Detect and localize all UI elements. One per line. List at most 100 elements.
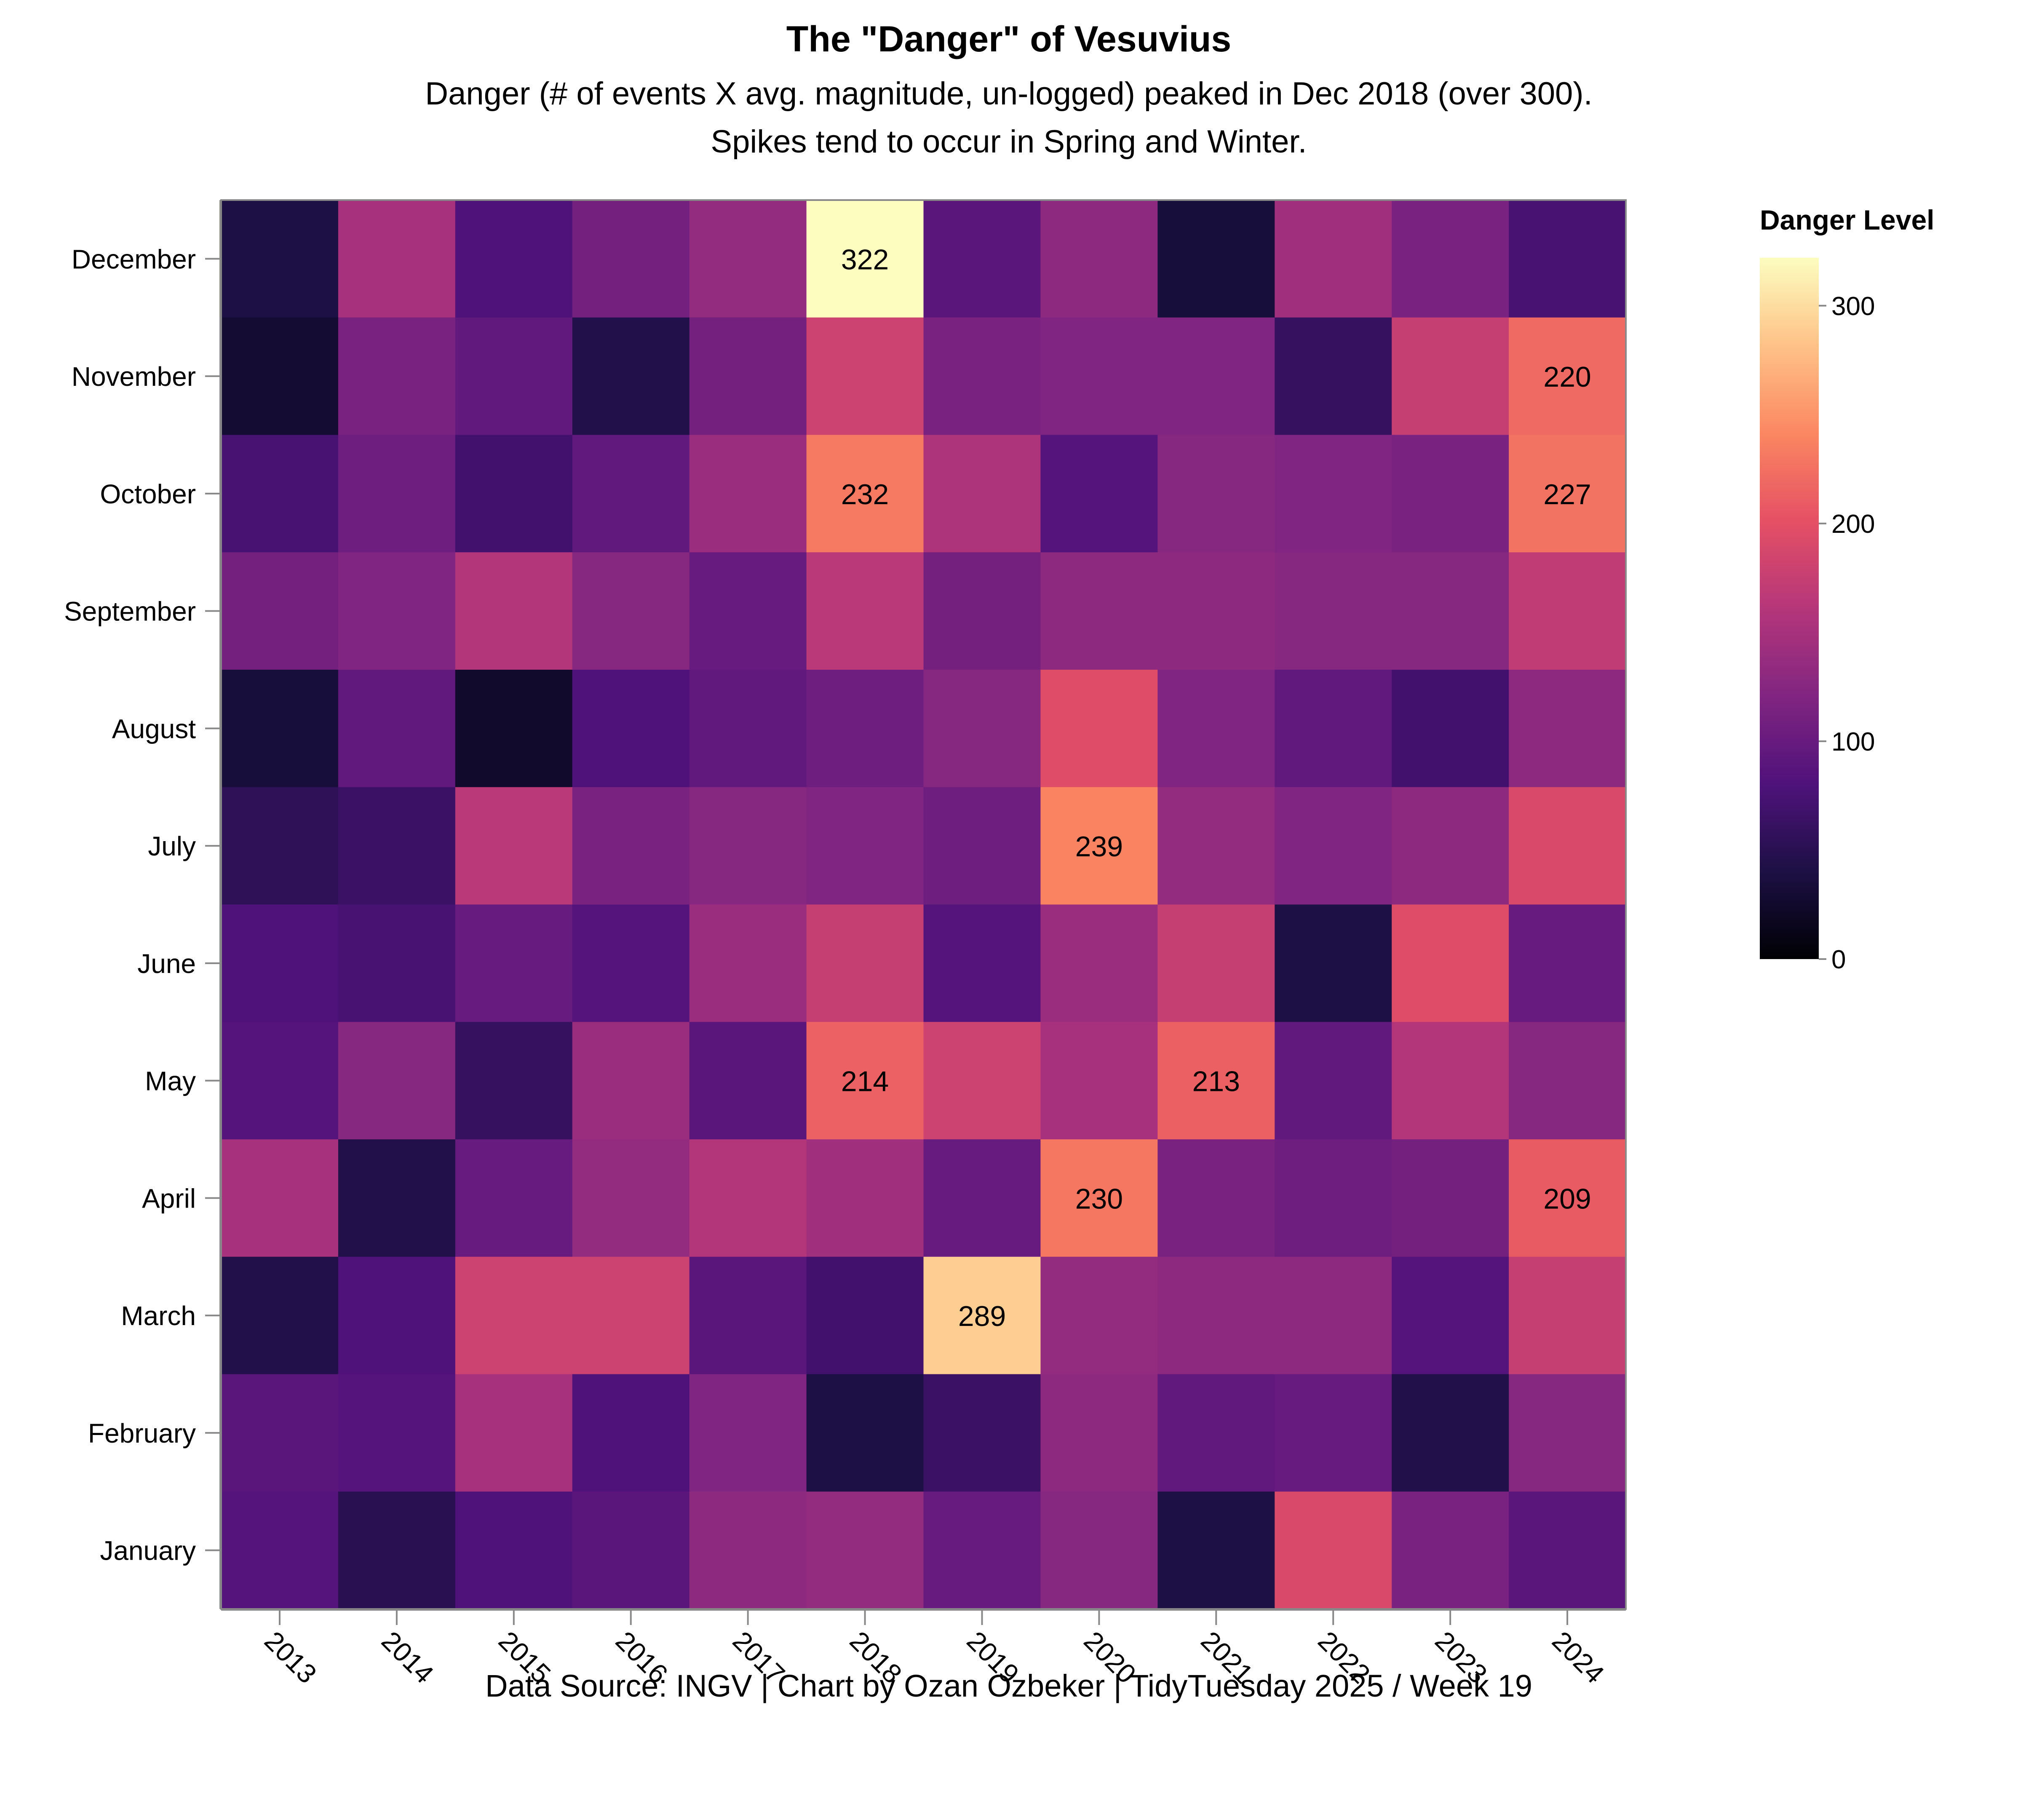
heatmap-cell-july-2016	[572, 787, 690, 905]
heatmap-cell-december-2021	[1157, 200, 1275, 318]
heatmap-cell-december-2024	[1509, 200, 1626, 318]
y-tick-label: May	[145, 1066, 196, 1096]
heatmap-cell-january-2021	[1157, 1491, 1275, 1609]
heatmap-cell-may-2022	[1275, 1022, 1392, 1140]
heatmap-cell-april-2024	[1509, 1139, 1626, 1257]
heatmap-cell-november-2019	[923, 317, 1041, 435]
heatmap-cell-october-2013	[221, 435, 339, 553]
heatmap-cell-march-2015	[455, 1256, 573, 1374]
heatmap-cell-march-2021	[1157, 1256, 1275, 1374]
heatmap-cell-june-2017	[689, 904, 807, 1022]
heatmap-cell-september-2019	[923, 552, 1041, 670]
heatmap-cell-june-2016	[572, 904, 690, 1022]
heatmap-cell-may-2016	[572, 1022, 690, 1140]
heatmap-cell-september-2014	[338, 552, 456, 670]
heatmap-cell-january-2022	[1275, 1491, 1392, 1609]
heatmap-cell-january-2020	[1040, 1491, 1158, 1609]
heatmap-cell-december-2015	[455, 200, 573, 318]
heatmap-cell-november-2015	[455, 317, 573, 435]
heatmap-cell-november-2022	[1275, 317, 1392, 435]
heatmap-cell-august-2016	[572, 670, 690, 788]
heatmap-cell-april-2021	[1157, 1139, 1275, 1257]
heatmap-cell-october-2020	[1040, 435, 1158, 553]
heatmap-cell-december-2017	[689, 200, 807, 318]
heatmap-cell-may-2014	[338, 1022, 456, 1140]
heatmap-cell-october-2014	[338, 435, 456, 553]
heatmap-cell-august-2017	[689, 670, 807, 788]
heatmap-cell-november-2017	[689, 317, 807, 435]
cell-value-label: 214	[841, 1066, 889, 1098]
cell-value-label: 322	[841, 243, 889, 275]
heatmap-cell-june-2013	[221, 904, 339, 1022]
y-tick-label: November	[72, 361, 196, 392]
heatmap-cell-september-2015	[455, 552, 573, 670]
heatmap-cell-labels: 322 220 232 227 239 214 213 230 209 289	[841, 243, 1591, 1332]
x-tick-label: 2024	[1546, 1625, 1610, 1689]
heatmap-cell-march-2018	[806, 1256, 924, 1374]
heatmap-cell-november-2023	[1392, 317, 1509, 435]
heatmap-cell-june-2014	[338, 904, 456, 1022]
heatmap-cell-december-2022	[1275, 200, 1392, 318]
heatmap-cell-january-2016	[572, 1491, 690, 1609]
heatmap-cell-october-2015	[455, 435, 573, 553]
heatmap-cell-april-2013	[221, 1139, 339, 1257]
heatmap-cell-may-2019	[923, 1022, 1041, 1140]
heatmap-cell-september-2016	[572, 552, 690, 670]
cell-value-label: 239	[1075, 831, 1123, 863]
heatmap-cell-july-2013	[221, 787, 339, 905]
heatmap-cell-march-2022	[1275, 1256, 1392, 1374]
heatmap-cell-june-2019	[923, 904, 1041, 1022]
cell-value-label: 209	[1543, 1183, 1591, 1215]
heatmap-cell-july-2021	[1157, 787, 1275, 905]
heatmap-cell-november-2018	[806, 317, 924, 435]
heatmap-cell-october-2018	[806, 435, 924, 553]
cell-value-label: 213	[1192, 1066, 1240, 1098]
colorbar-tick-label: 100	[1831, 727, 1875, 756]
heatmap-cell-november-2021	[1157, 317, 1275, 435]
heatmap-cell-february-2020	[1040, 1374, 1158, 1492]
heatmap-cell-october-2024	[1509, 435, 1626, 553]
heatmap-cell-march-2024	[1509, 1256, 1626, 1374]
heatmap-cell-august-2023	[1392, 670, 1509, 788]
y-tick-label: December	[72, 244, 196, 274]
heatmap-cell-december-2014	[338, 200, 456, 318]
heatmap-cell-july-2017	[689, 787, 807, 905]
heatmap-cell-january-2015	[455, 1491, 573, 1609]
heatmap-cell-july-2024	[1509, 787, 1626, 905]
heatmap-cell-march-2023	[1392, 1256, 1509, 1374]
heatmap-cell-july-2020	[1040, 787, 1158, 905]
heatmap-cell-june-2020	[1040, 904, 1158, 1022]
cell-value-label: 230	[1075, 1183, 1123, 1215]
heatmap-cell-september-2013	[221, 552, 339, 670]
heatmap-cell-february-2021	[1157, 1374, 1275, 1492]
heatmap-cell-september-2022	[1275, 552, 1392, 670]
heatmap-cell-june-2021	[1157, 904, 1275, 1022]
chart-caption: Data Source: INGV | Chart by Ozan Ozbeke…	[485, 1668, 1532, 1703]
heatmap-cell-december-2013	[221, 200, 339, 318]
heatmap-cell-april-2023	[1392, 1139, 1509, 1257]
heatmap-cell-march-2016	[572, 1256, 690, 1374]
heatmap-cell-september-2020	[1040, 552, 1158, 670]
heatmap-cell-august-2018	[806, 670, 924, 788]
cell-value-label: 289	[958, 1300, 1006, 1332]
heatmap-cell-october-2016	[572, 435, 690, 553]
heatmap-cell-june-2022	[1275, 904, 1392, 1022]
heatmap-cell-may-2018	[806, 1022, 924, 1140]
heatmap-cell-september-2017	[689, 552, 807, 670]
heatmap-cell-july-2015	[455, 787, 573, 905]
heatmap-cell-april-2019	[923, 1139, 1041, 1257]
heatmap-cell-february-2024	[1509, 1374, 1626, 1492]
heatmap-cell-august-2019	[923, 670, 1041, 788]
heatmap-cell-september-2018	[806, 552, 924, 670]
x-tick-label: 2013	[259, 1625, 323, 1689]
heatmap-cell-november-2020	[1040, 317, 1158, 435]
heatmap-cell-october-2019	[923, 435, 1041, 553]
colorbar-tick-label: 200	[1831, 510, 1875, 539]
heatmap-cell-november-2024	[1509, 317, 1626, 435]
heatmap-cell-september-2024	[1509, 552, 1626, 670]
heatmap-cell-february-2016	[572, 1374, 690, 1492]
x-tick-label: 2014	[376, 1625, 440, 1689]
heatmap-cell-april-2016	[572, 1139, 690, 1257]
y-tick-label: August	[112, 714, 196, 744]
